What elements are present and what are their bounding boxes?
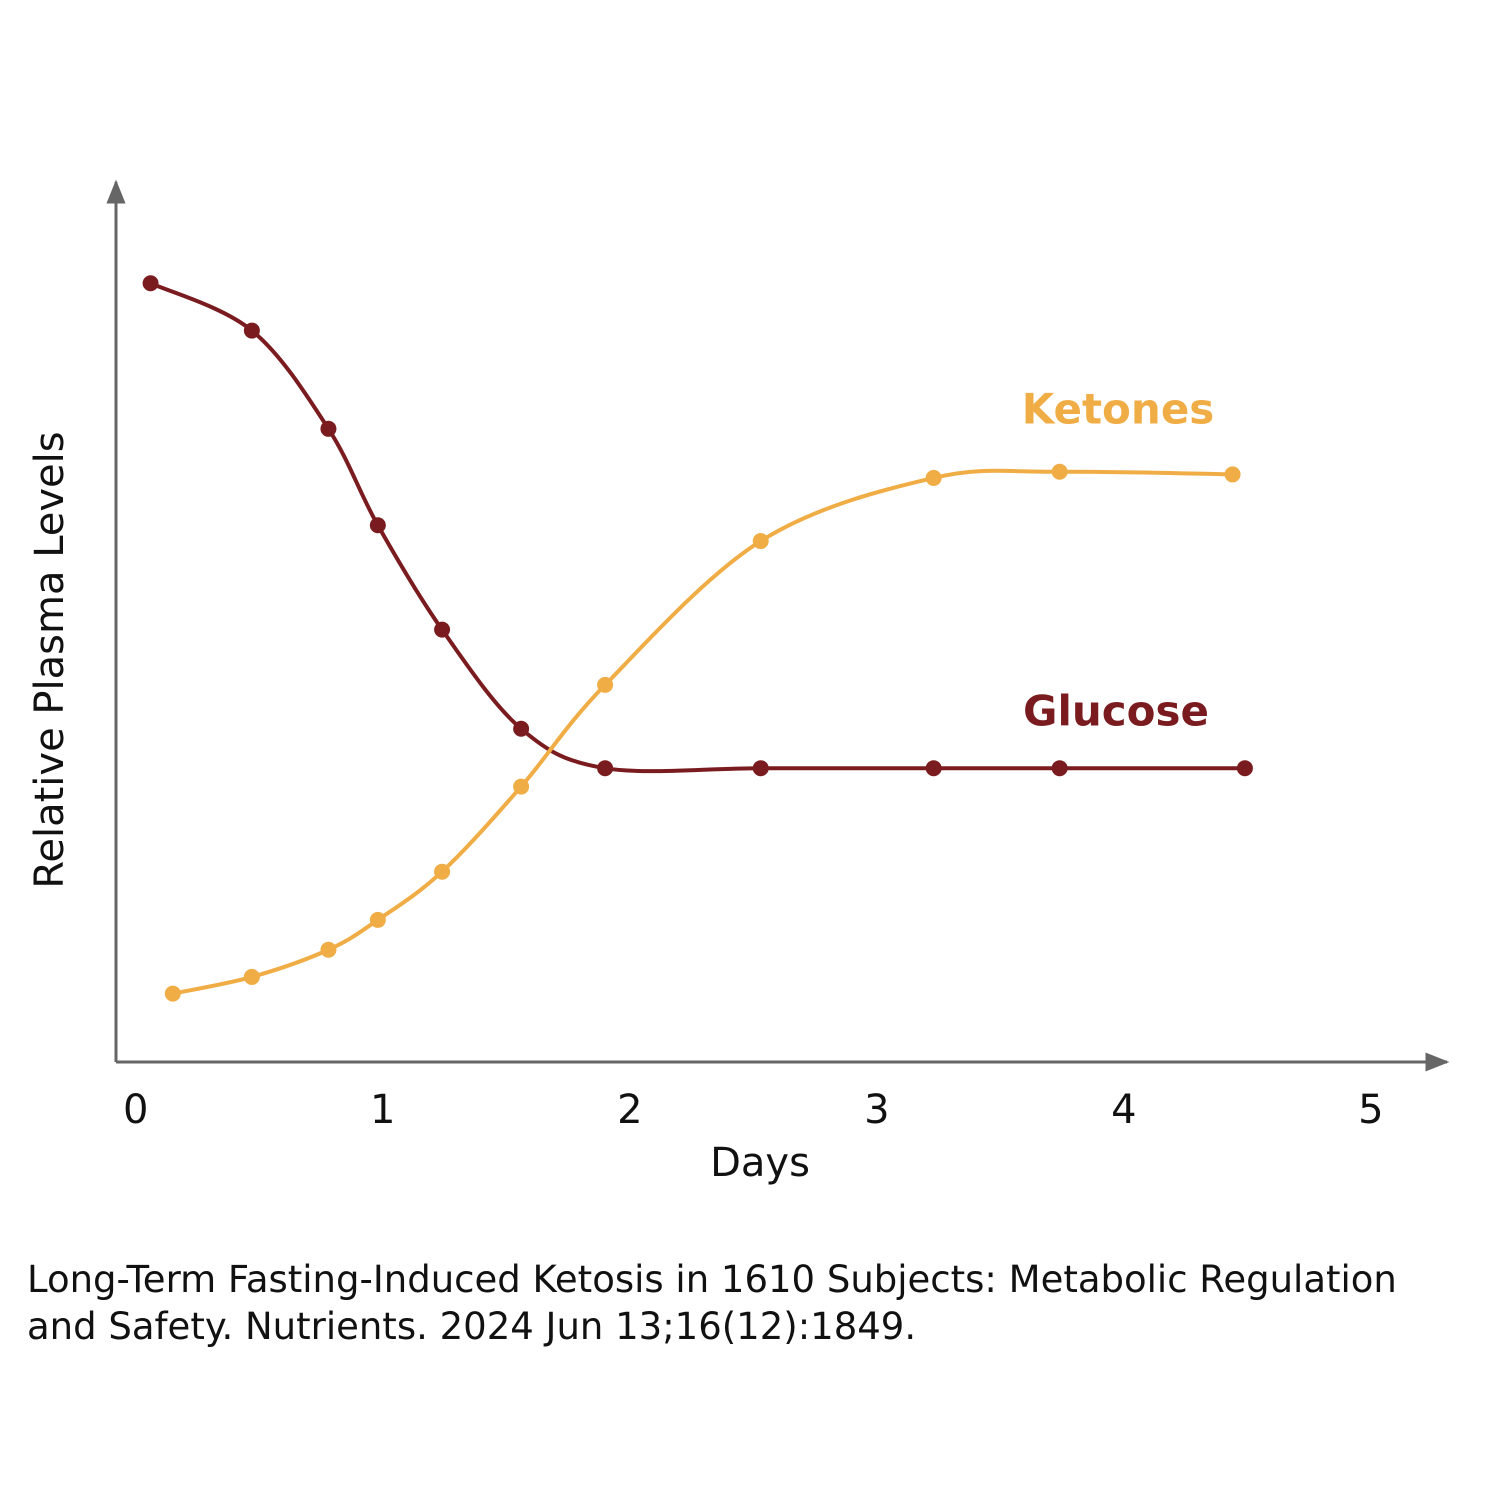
data-point bbox=[925, 469, 942, 486]
x-tick-label: 4 bbox=[1111, 1087, 1136, 1133]
x-tick-label: 1 bbox=[370, 1087, 395, 1133]
data-point bbox=[369, 911, 386, 928]
data-point bbox=[434, 863, 451, 880]
data-point bbox=[243, 322, 260, 339]
data-point bbox=[597, 760, 614, 777]
data-point bbox=[320, 420, 337, 437]
data-point bbox=[1051, 463, 1068, 480]
data-point bbox=[243, 968, 260, 985]
data-point bbox=[513, 720, 530, 737]
series-label: Ketones bbox=[1022, 385, 1215, 434]
x-tick-label: 5 bbox=[1358, 1087, 1383, 1133]
data-point bbox=[1224, 466, 1241, 483]
data-point bbox=[513, 778, 530, 795]
x-axis-label: Days bbox=[710, 1140, 810, 1186]
data-point bbox=[752, 533, 769, 550]
x-tick-label: 0 bbox=[123, 1087, 148, 1133]
series-label: Glucose bbox=[1023, 687, 1209, 736]
source-line: Long-Term Fasting-Induced Ketosis in 161… bbox=[27, 1258, 1397, 1301]
x-tick-label: 2 bbox=[617, 1087, 642, 1133]
data-point bbox=[925, 760, 942, 777]
x-tick-label: 3 bbox=[864, 1087, 889, 1133]
data-point bbox=[320, 941, 337, 958]
data-point bbox=[142, 275, 159, 292]
data-point bbox=[597, 676, 614, 693]
data-point bbox=[369, 517, 386, 534]
y-axis-label: Relative Plasma Levels bbox=[27, 431, 73, 888]
data-point bbox=[752, 760, 769, 777]
data-point bbox=[434, 621, 451, 638]
data-point bbox=[1051, 760, 1068, 777]
source-line: and Safety. Nutrients. 2024 Jun 13;16(12… bbox=[27, 1305, 917, 1348]
data-point bbox=[164, 985, 181, 1002]
series-line bbox=[149, 281, 1245, 774]
data-point bbox=[1236, 760, 1253, 777]
